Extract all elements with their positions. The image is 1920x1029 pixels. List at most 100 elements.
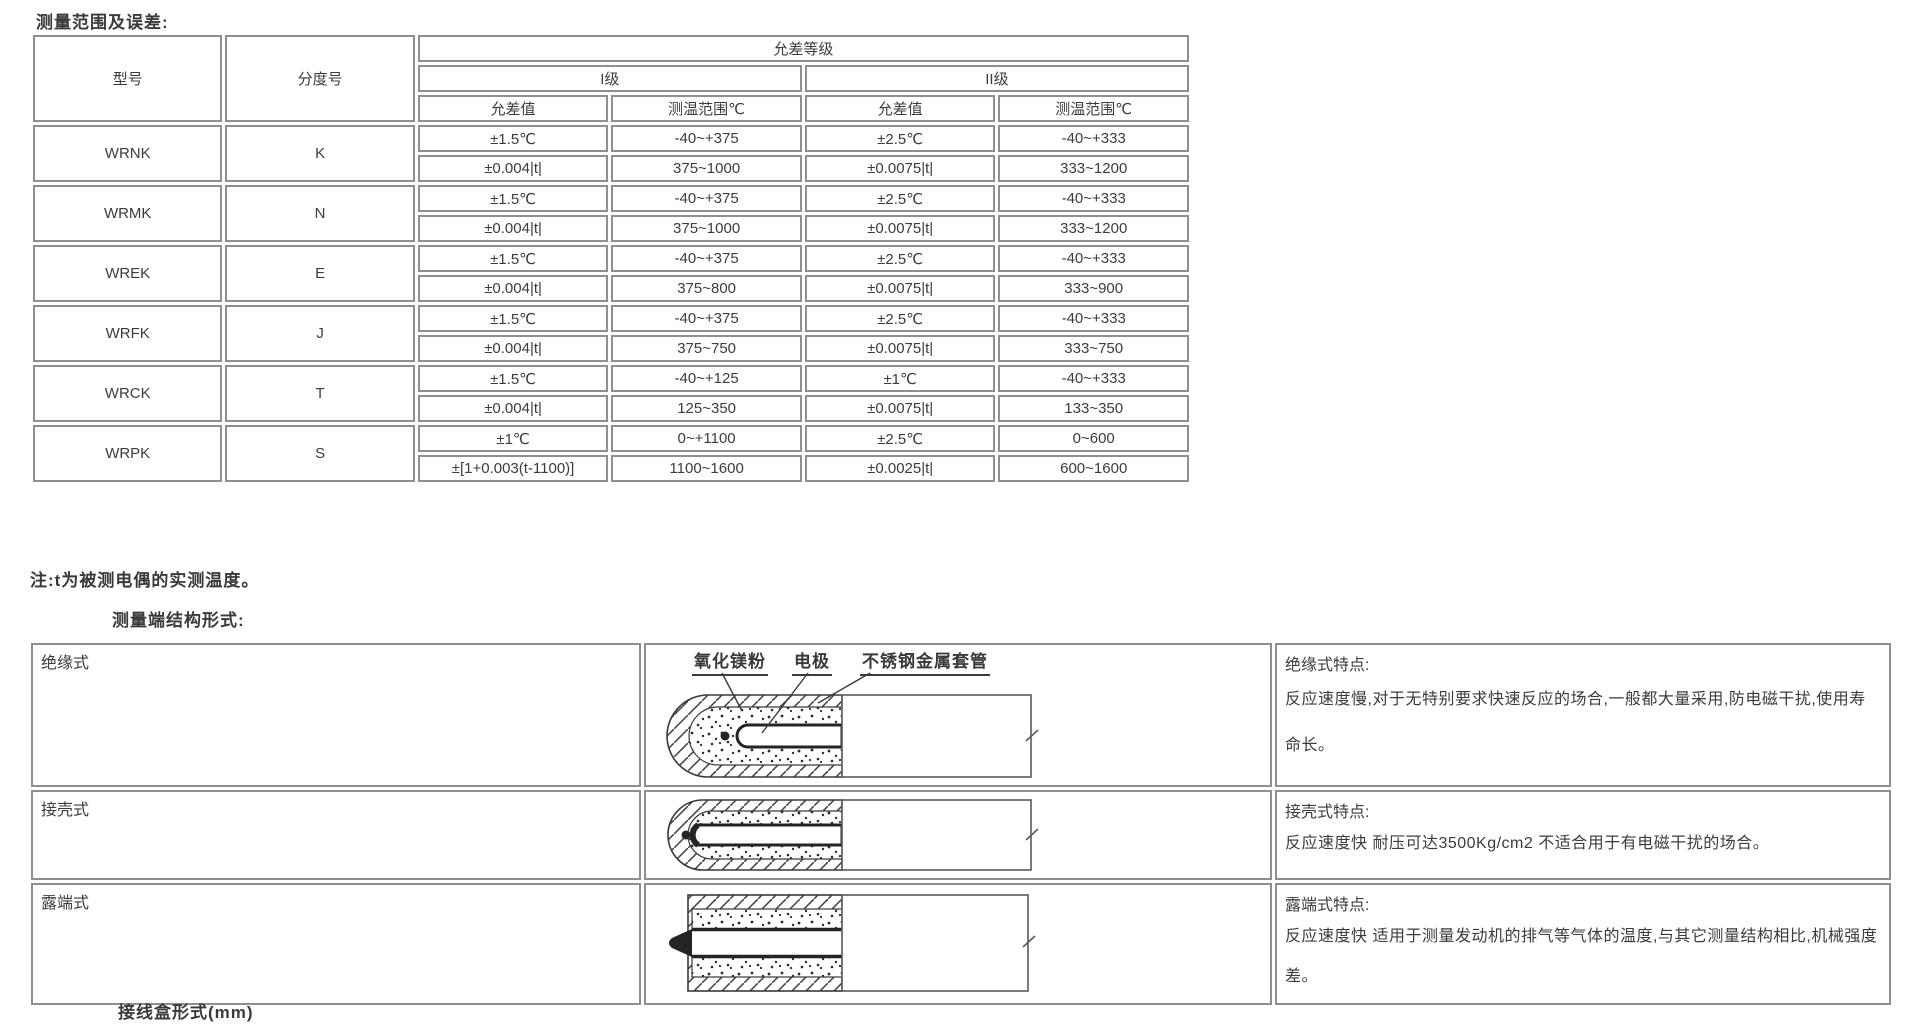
exposed-thermocouple-drawing: [669, 894, 1036, 992]
diagram-label-mgo: 氧化镁粉: [692, 647, 768, 676]
range-cell: -40~+125: [611, 365, 802, 392]
table-row: ±0.004|t| 375~1000 ±0.0075|t| 333~1200: [33, 155, 1189, 182]
tol-cell: ±1.5℃: [417, 125, 609, 152]
table-row: WRCK T ±1.5℃ -40~+125 ±1℃ -40~+333: [33, 365, 1189, 422]
exposed-diagram-cell: [644, 883, 1272, 1005]
range-cell: 333~1200: [998, 155, 1189, 182]
tol-cell: ±2.5℃: [804, 125, 996, 152]
structure-label: 露端式: [41, 895, 90, 912]
table-row: WRPK S ±1℃ 0~+1100 ±2.5℃ 0~600: [33, 425, 1189, 482]
table-row: WRMK N ±1.5℃ -40~+375 ±2.5℃ -40~+333: [33, 185, 1189, 242]
graduation-cell: J: [225, 305, 415, 362]
model-cell: WRNK: [33, 125, 223, 182]
insulated-thermocouple-drawing: [666, 672, 1039, 778]
table-row: ±0.004|t| 125~350 ±0.0075|t| 133~350: [33, 395, 1189, 422]
tol-cell: ±0.0075|t|: [804, 155, 996, 182]
graduation-cell: K: [225, 125, 415, 182]
header-graduation: 分度号: [225, 35, 415, 122]
range-cell: 333~750: [998, 335, 1189, 362]
section-title-measure-range: 测量范围及误差:: [36, 13, 169, 32]
tol-cell: ±1.5℃: [417, 365, 609, 392]
graduation-cell: T: [225, 365, 415, 422]
tol-cell: ±0.0025|t|: [804, 455, 996, 482]
tol-cell: ±[1+0.003(t-1100)]: [417, 455, 609, 482]
tol-cell: ±1.5℃: [417, 305, 609, 332]
table-row: WRNK K ±1.5℃ -40~+375 ±2.5℃ -40~+333: [33, 125, 1189, 182]
tol-cell: ±2.5℃: [804, 185, 996, 212]
range-cell: -40~+375: [611, 185, 802, 212]
range-cell: 375~1000: [611, 215, 802, 242]
tol-cell: ±0.0075|t|: [804, 215, 996, 242]
range-cell: 1100~1600: [611, 455, 802, 482]
tol-cell: ±0.004|t|: [417, 395, 609, 422]
header-tolerance-class: 允差等级: [417, 35, 1189, 62]
table-row: WRFK J ±1.5℃ -40~+375 ±2.5℃ -40~+333: [33, 305, 1189, 362]
tol-cell: ±0.004|t|: [417, 335, 609, 362]
tol-cell: ±2.5℃: [804, 305, 996, 332]
model-cell: WREK: [33, 245, 223, 302]
tol-cell: ±0.0075|t|: [804, 275, 996, 302]
structure-label: 接壳式: [41, 802, 90, 819]
tol-cell: ±1.5℃: [417, 245, 609, 272]
range-cell: 375~1000: [611, 155, 802, 182]
header-tol-value-i: 允差值: [417, 95, 609, 122]
feature-title: 露端式特点:: [1285, 897, 1370, 914]
tol-cell: ±1℃: [417, 425, 609, 452]
feature-cell: 绝缘式特点: 反应速度慢,对于无特别要求快速反应的场合,一般都大量采用,防电磁干…: [1275, 643, 1891, 787]
feature-body: 反应速度快 适用于测量发动机的排气等气体的温度,与其它测量结构相比,机械强度差。: [1285, 928, 1878, 985]
grounded-diagram-cell: [644, 790, 1272, 880]
range-cell: -40~+333: [998, 305, 1189, 332]
feature-body: 反应速度快 耐压可达3500Kg/cm2 不适合用于有电磁干扰的场合。: [1285, 835, 1770, 852]
grounded-thermocouple-drawing: [667, 799, 1039, 871]
header-model: 型号: [33, 35, 223, 122]
range-cell: 133~350: [998, 395, 1189, 422]
table-row: 绝缘式 氧化镁粉 电极 不锈钢金属套管: [31, 643, 1891, 787]
graduation-cell: S: [225, 425, 415, 482]
model-cell: WRPK: [33, 425, 223, 482]
tol-cell: ±0.004|t|: [417, 155, 609, 182]
graduation-cell: E: [225, 245, 415, 302]
range-cell: 600~1600: [998, 455, 1189, 482]
table-row: WREK E ±1.5℃ -40~+375 ±2.5℃ -40~+333: [33, 245, 1189, 302]
structure-label-cell: 接壳式: [31, 790, 641, 880]
model-cell: WRMK: [33, 185, 223, 242]
header-tol-value-ii: 允差值: [804, 95, 996, 122]
table-note: 注:t为被测电偶的实测温度。: [30, 571, 260, 590]
range-cell: 333~1200: [998, 215, 1189, 242]
structure-label-cell: 绝缘式: [31, 643, 641, 787]
tol-cell: ±0.0075|t|: [804, 335, 996, 362]
model-cell: WRCK: [33, 365, 223, 422]
model-cell: WRFK: [33, 305, 223, 362]
range-cell: -40~+375: [611, 305, 802, 332]
insulated-diagram-cell: 氧化镁粉 电极 不锈钢金属套管: [644, 643, 1272, 787]
diagram-label-electrode: 电极: [792, 647, 832, 676]
structure-label-cell: 露端式: [31, 883, 641, 1005]
table-row: ±0.004|t| 375~800 ±0.0075|t| 333~900: [33, 275, 1189, 302]
header-range-i: 测温范围℃: [611, 95, 802, 122]
range-cell: 333~900: [998, 275, 1189, 302]
feature-body: 反应速度慢,对于无特别要求快速反应的场合,一般都大量采用,防电磁干扰,使用寿命长…: [1285, 691, 1866, 754]
range-cell: 125~350: [611, 395, 802, 422]
section-title-junction-box: 接线盒形式(mm): [118, 1003, 254, 1022]
table-row: 露端式 露端式特点: 反: [31, 883, 1891, 1005]
range-cell: -40~+333: [998, 365, 1189, 392]
range-cell: -40~+333: [998, 245, 1189, 272]
table-row: ±[1+0.003(t-1100)] 1100~1600 ±0.0025|t| …: [33, 455, 1189, 482]
feature-title: 接壳式特点:: [1285, 804, 1370, 821]
tol-cell: ±2.5℃: [804, 245, 996, 272]
tol-cell: ±0.004|t|: [417, 275, 609, 302]
structure-label: 绝缘式: [41, 655, 90, 672]
feature-title: 绝缘式特点:: [1285, 657, 1370, 674]
section-title-structure: 测量端结构形式:: [112, 611, 245, 630]
insulated-diagram: 氧化镁粉 电极 不锈钢金属套管: [646, 645, 1270, 785]
range-cell: -40~+333: [998, 185, 1189, 212]
exposed-diagram: [646, 885, 1270, 1003]
range-cell: -40~+375: [611, 125, 802, 152]
range-cell: 0~+1100: [611, 425, 802, 452]
range-cell: 375~750: [611, 335, 802, 362]
table-row: 接壳式 接壳式特点: 反应速度快 耐压可达3500: [31, 790, 1891, 880]
tolerance-table: 型号 分度号 允差等级 I级 II级 允差值 测温范围℃ 允差值 测温范围℃ W…: [30, 32, 1192, 485]
diagram-label-sheath: 不锈钢金属套管: [860, 647, 990, 676]
table-row: ±0.004|t| 375~750 ±0.0075|t| 333~750: [33, 335, 1189, 362]
